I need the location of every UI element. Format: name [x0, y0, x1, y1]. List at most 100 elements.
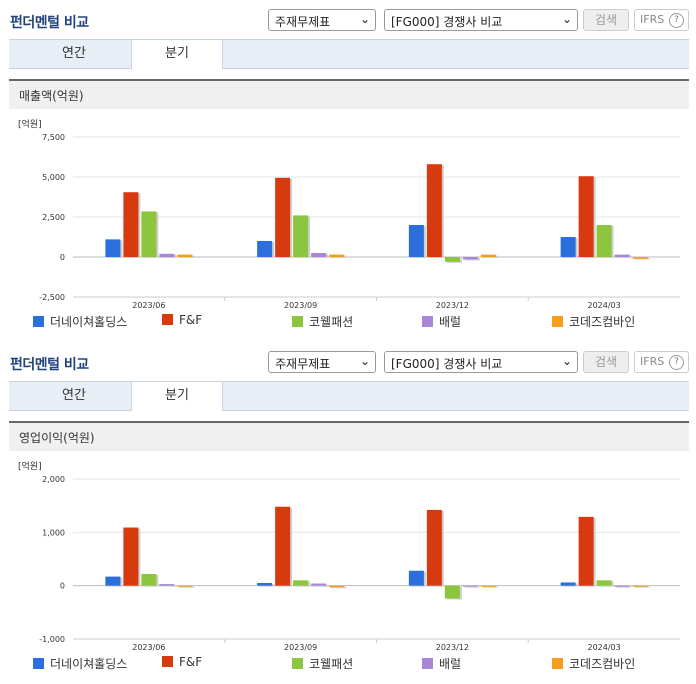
tab-quarterly[interactable]: 분기 [131, 40, 223, 69]
legend-swatch [292, 658, 303, 669]
unit-label: [억원] [18, 462, 42, 472]
legend-label: F&F [179, 655, 203, 669]
legend-swatch [552, 658, 563, 669]
bar [123, 527, 139, 586]
bar [177, 254, 193, 257]
bar [408, 570, 424, 586]
statement-type-value: 주재무제표 [275, 357, 331, 371]
legend-item[interactable]: F&F [162, 655, 202, 669]
bar [105, 576, 121, 586]
bar [275, 177, 291, 257]
y-tick-label: 0 [60, 253, 65, 262]
bar [462, 585, 478, 587]
x-tick-label: 2023/12 [436, 301, 469, 310]
chevron-down-icon: ⌄ [561, 354, 572, 368]
statement-type-select[interactable]: 주재무제표 ⌄ [268, 9, 376, 31]
compare-value: [FG000] 경쟁사 비교 [391, 15, 503, 29]
bar [632, 257, 648, 259]
bar [444, 257, 460, 262]
bar [275, 506, 291, 586]
legend-item[interactable]: 코웰패션 [292, 655, 353, 672]
bar [462, 257, 478, 260]
y-tick-label: -2,500 [39, 293, 65, 302]
y-tick-label: 1,000 [42, 528, 65, 537]
bar-shadow [634, 258, 650, 260]
bar [159, 253, 175, 257]
search-button[interactable]: 검색 [583, 9, 629, 31]
unit-label: [억원] [18, 120, 42, 130]
bar-shadow [464, 586, 480, 588]
legend-item[interactable]: 배럴 [422, 313, 461, 330]
tab-annual[interactable]: 연간 [62, 46, 86, 61]
bar [177, 585, 193, 587]
bar [257, 241, 273, 257]
statement-type-select[interactable]: 주재무제표 ⌄ [268, 351, 376, 373]
y-tick-label: 2,500 [42, 213, 65, 222]
legend-swatch [162, 656, 173, 667]
tab-quarterly[interactable]: 분기 [131, 382, 223, 411]
legend-label: F&F [179, 313, 203, 327]
bar [311, 583, 327, 586]
bar [480, 585, 496, 587]
help-icon[interactable]: ? [669, 355, 684, 370]
legend-item[interactable]: 코데즈컴바인 [552, 313, 635, 330]
chart-title: 매출액(억원) [9, 79, 689, 109]
search-button[interactable]: 검색 [583, 351, 629, 373]
compare-select[interactable]: [FG000] 경쟁사 비교 ⌄ [384, 351, 578, 373]
x-tick-label: 2023/06 [132, 301, 165, 310]
bar [123, 192, 139, 257]
period-tabs: 연간 분기 [9, 39, 689, 69]
bar-shadow [161, 585, 177, 587]
legend-item[interactable]: 코데즈컴바인 [552, 655, 635, 672]
bar-shadow [482, 586, 498, 588]
statement-type-value: 주재무제표 [275, 15, 331, 29]
bar [329, 254, 345, 257]
panel-title: 펀더멘털 비교 [10, 15, 89, 31]
legend-label: 코데즈컴바인 [569, 315, 636, 329]
chart-title: 영업이익(억원) [9, 421, 689, 451]
bar [159, 584, 175, 586]
help-icon[interactable]: ? [669, 13, 684, 28]
x-tick-label: 2023/09 [284, 643, 317, 652]
bar-shadow [331, 586, 347, 589]
x-tick-label: 2024/03 [588, 301, 621, 310]
bar [293, 215, 309, 257]
legend-item[interactable]: 더네이쳐홀딩스 [33, 313, 127, 330]
panel-title: 펀더멘털 비교 [10, 357, 89, 373]
legend-label: 배럴 [439, 315, 462, 329]
chevron-down-icon: ⌄ [561, 12, 572, 26]
bar [578, 176, 594, 257]
tab-annual[interactable]: 연간 [62, 388, 86, 403]
legend-swatch [422, 658, 433, 669]
bar-chart: -1,000 0 1,000 2,000 2023/06 2023/09 2023/12 20… [39, 475, 680, 652]
legend-item[interactable]: F&F [162, 313, 202, 327]
x-tick-label: 2023/12 [436, 643, 469, 652]
y-tick-label: 0 [60, 582, 65, 591]
bar [141, 573, 157, 586]
ifrs-label: IFRS [640, 355, 665, 368]
bar [408, 225, 424, 257]
period-tabs: 연간 분기 [9, 381, 689, 411]
compare-select[interactable]: [FG000] 경쟁사 비교 ⌄ [384, 9, 578, 31]
legend-label: 코데즈컴바인 [569, 657, 636, 671]
ifrs-button[interactable]: IFRS ? [634, 9, 689, 31]
legend-item[interactable]: 코웰패션 [292, 313, 353, 330]
bar [596, 225, 612, 257]
legend-swatch [33, 658, 44, 669]
bar [596, 580, 612, 586]
legend-swatch [552, 316, 563, 327]
chart-panel-operating-profit: 펀더멘털 비교 주재무제표 ⌄ [FG000] 경쟁사 비교 ⌄ 검색 IFRS… [0, 342, 696, 684]
bar-shadow [616, 586, 632, 588]
bar [426, 509, 442, 586]
bar-chart: -2,500 0 2,500 5,000 7,500 2023/06 2023/09 2023… [39, 133, 680, 310]
x-tick-label: 2024/03 [588, 643, 621, 652]
legend-item[interactable]: 더네이쳐홀딩스 [33, 655, 127, 672]
legend-item[interactable]: 배럴 [422, 655, 461, 672]
ifrs-button[interactable]: IFRS ? [634, 351, 689, 373]
chevron-down-icon: ⌄ [359, 12, 370, 26]
bar [560, 582, 576, 586]
legend-swatch [33, 316, 44, 327]
y-tick-label: 2,000 [42, 475, 65, 484]
y-tick-label: -1,000 [39, 635, 65, 644]
compare-value: [FG000] 경쟁사 비교 [391, 357, 503, 371]
